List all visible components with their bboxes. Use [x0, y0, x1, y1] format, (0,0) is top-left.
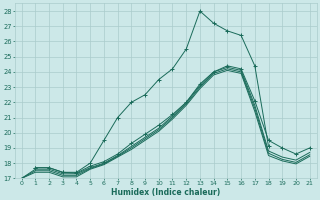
X-axis label: Humidex (Indice chaleur): Humidex (Indice chaleur): [111, 188, 220, 197]
